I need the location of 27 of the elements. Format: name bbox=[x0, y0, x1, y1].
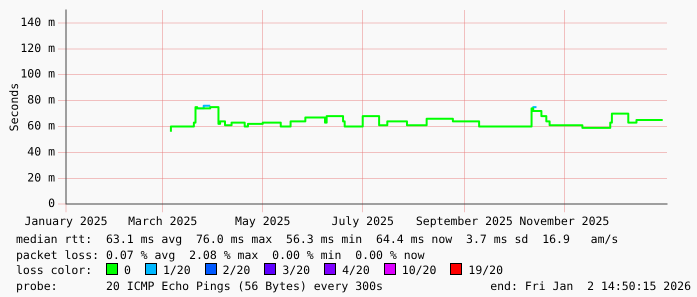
x-tick-label: July 2025 bbox=[332, 214, 394, 228]
text: packet loss: 0.07 % avg 2.08 % max 0.00 % min 0.00 % now bbox=[16, 248, 426, 263]
y-tick-label: 0 bbox=[48, 196, 56, 210]
x-tick-label: November 2025 bbox=[519, 214, 610, 228]
text: probe: 20 ICMP Echo Pings (56 Bytes) every 300s bbox=[16, 278, 383, 292]
y-tick-label: 100 m bbox=[20, 66, 56, 81]
legend-title: loss color: bbox=[16, 263, 92, 277]
legend-label: 19/20 bbox=[467, 263, 504, 277]
legend-label: 4/20 bbox=[341, 263, 370, 277]
y-tick-label: 60 m bbox=[27, 118, 56, 133]
y-tick-label: 120 m bbox=[20, 40, 56, 55]
legend-label: 1/20 bbox=[162, 263, 191, 277]
y-axis-title: Seconds bbox=[6, 82, 21, 132]
text: median rtt: 63.1 ms avg 76.0 ms max 56.3 ms min 64.4 ms now 3.7 ms sd 16.9 am/s bbox=[16, 232, 620, 248]
legend-label: 10/20 bbox=[400, 263, 436, 277]
legend-label: 3/20 bbox=[281, 263, 310, 277]
y-tick-label: 140 m bbox=[20, 14, 56, 29]
x-tick-label: September 2025 bbox=[416, 214, 513, 228]
x-tick-label: May 2025 bbox=[235, 214, 290, 228]
y-tick-label: 40 m bbox=[27, 144, 56, 158]
text: end: Fri Jan 2 14:50:15 2026 bbox=[490, 278, 691, 294]
legend-label: 2/20 bbox=[222, 263, 250, 277]
y-tick-label: 80 m bbox=[27, 92, 56, 107]
x-tick-label: March 2025 bbox=[128, 214, 198, 228]
legend-label: 0 bbox=[123, 263, 131, 277]
x-tick-label: January 2025 bbox=[24, 214, 108, 228]
y-tick-label: 20 m bbox=[27, 170, 56, 184]
